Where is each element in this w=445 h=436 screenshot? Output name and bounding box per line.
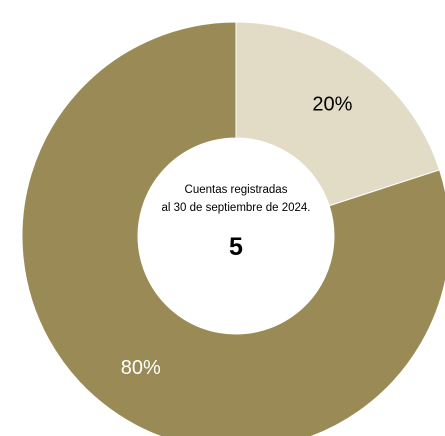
- center-caption-line1: Cuentas registradas: [185, 184, 288, 196]
- slice-value-label-2: 80%: [121, 357, 161, 379]
- slice-value-label-1: 20%: [312, 93, 352, 115]
- center-count-value: 5: [229, 233, 243, 261]
- center-caption-line2: al 30 de septiembre de 2024.: [162, 202, 311, 214]
- donut-center: Cuentas registradas al 30 de septiembre …: [162, 184, 311, 261]
- slice-labels: 20% 80%: [121, 93, 353, 379]
- donut-slice-1: [235, 21, 441, 207]
- donut-slice-2: [21, 21, 445, 436]
- donut-slices: [21, 21, 445, 436]
